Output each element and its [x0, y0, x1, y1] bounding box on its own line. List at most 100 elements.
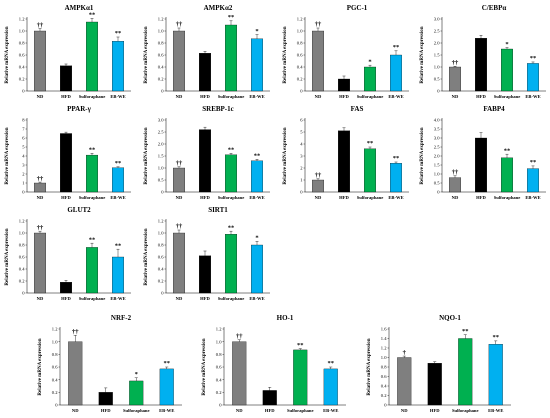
significance-marker: * [368, 58, 371, 65]
significance-marker: ** [530, 55, 537, 62]
panel-srebp1c: SREBP-1c Relative mRNA expression 0 0.5 1.0 1… [142, 104, 274, 204]
bar-sulforaphane [225, 154, 238, 193]
y-tick-label: 0.6 [52, 365, 58, 370]
significance-marker: * [505, 41, 508, 48]
chart-svg: PGC-1 Relative mRNA expression 0 0.2 0.4 0.6 0… [283, 4, 409, 99]
y-axis-label: Relative mRNA expression [420, 26, 425, 83]
chart-title: AMPKα2 [204, 4, 233, 12]
significance-marker: ** [297, 342, 304, 349]
x-category-label: ND [401, 408, 408, 413]
x-category-label: HFD [61, 94, 71, 99]
y-tick-label: 0.6 [158, 53, 164, 58]
chart-title: NQO-1 [439, 314, 461, 322]
bar-hfd [199, 129, 212, 193]
y-tick-label: 0.2 [216, 390, 222, 395]
x-category-label: ND [452, 195, 459, 200]
y-tick-label: 2.5 [434, 29, 440, 34]
significance-marker: * [255, 235, 258, 242]
y-tick-label: 0.2 [19, 77, 25, 82]
significance-marker: †† [72, 329, 79, 336]
x-category-label: EB-WE [249, 94, 264, 99]
y-tick-label: 0 [55, 403, 58, 408]
x-category-label: EB-WE [110, 296, 125, 301]
significance-marker: ** [89, 236, 96, 243]
x-category-label: HFD [476, 94, 486, 99]
significance-marker: †† [176, 21, 183, 28]
bar-sulforaphane [225, 24, 238, 92]
significance-marker: * [135, 371, 138, 378]
y-tick-label: 0.8 [52, 352, 58, 357]
y-tick-label: 8 [22, 118, 25, 123]
y-tick-label: 5 [22, 145, 25, 150]
chart-svg: NQO-1 Relative mRNA expression 0 0.2 0.4 0.6 0… [367, 314, 511, 413]
significance-marker: ** [504, 147, 511, 154]
y-tick-label: 0.2 [158, 77, 164, 82]
y-tick-label: 1.5 [158, 154, 164, 159]
bar-hfd [98, 392, 113, 406]
y-tick-label: 0.8 [158, 243, 164, 248]
x-category-label: EB-WE [525, 195, 540, 200]
bar-eb-we [112, 167, 125, 193]
y-tick-label: 3.5 [434, 127, 440, 132]
y-tick-label: 0.4 [52, 377, 58, 382]
significance-marker: †† [176, 223, 183, 230]
chart-svg: NRF-2 Relative mRNA expression 0 0.2 0.4 0.6 0… [38, 314, 182, 413]
y-tick-label: 0.2 [19, 279, 25, 284]
y-tick-label: 2.5 [434, 145, 440, 150]
significance-marker: ** [89, 12, 96, 19]
chart-title: SIRT1 [208, 206, 228, 214]
y-tick-label: 2 [300, 166, 303, 171]
bar-nd [33, 232, 46, 294]
panel-ampka2: AMPKα2 Relative mRNA expression 0 0.2 0.4 0.6… [142, 3, 274, 103]
x-category-label: EB-WE [110, 94, 125, 99]
x-category-label: Sulforaphane [218, 195, 245, 200]
significance-marker: ** [164, 360, 171, 367]
x-category-label: ND [236, 408, 243, 413]
y-axis-label: Relative mRNA expression [5, 127, 10, 184]
panel-cebpa: C/EBPα Relative mRNA expression 0 0.5 1.0 1.5… [418, 3, 550, 103]
significance-marker: ** [115, 160, 122, 167]
y-tick-label: 0 [384, 403, 387, 408]
y-tick-label: 0.4 [216, 377, 222, 382]
x-category-label: ND [176, 195, 183, 200]
y-tick-label: 1.2 [216, 327, 222, 332]
y-axis-label: Relative mRNA expression [283, 26, 288, 83]
y-axis-label: Relative mRNA expression [202, 338, 207, 395]
significance-marker: †† [176, 160, 183, 167]
y-tick-label: 1.0 [434, 65, 440, 70]
y-tick-label: 1.5 [434, 163, 440, 168]
y-tick-label: 3.0 [434, 17, 440, 22]
significance-marker: ** [228, 147, 235, 154]
y-tick-label: 1.2 [19, 219, 25, 224]
x-category-label: EB-WE [388, 94, 403, 99]
y-tick-label: 5 [300, 130, 303, 135]
y-tick-label: 1.2 [158, 17, 164, 22]
x-category-label: HFD [265, 408, 275, 413]
x-category-label: ND [176, 296, 183, 301]
y-tick-label: 0.8 [158, 41, 164, 46]
y-tick-label: 0.6 [216, 365, 222, 370]
significance-marker: ** [462, 328, 469, 335]
x-category-label: Sulforaphane [494, 94, 521, 99]
x-category-label: EB-WE [488, 408, 503, 413]
y-tick-label: 1.2 [158, 219, 164, 224]
x-category-label: Sulforaphane [494, 195, 521, 200]
bar-nd [172, 232, 185, 294]
y-tick-label: 4 [300, 142, 303, 147]
y-axis-label: Relative mRNA expression [144, 26, 149, 83]
y-tick-label: 0.4 [297, 65, 303, 70]
y-tick-label: 0.5 [434, 77, 440, 82]
x-category-label: HFD [200, 94, 210, 99]
y-tick-label: 4.0 [434, 118, 440, 123]
x-category-label: EB-WE [249, 296, 264, 301]
y-tick-label: 0 [22, 190, 25, 195]
significance-marker: ** [89, 147, 96, 154]
bar-hfd [199, 255, 212, 294]
bar-eb-we [112, 41, 125, 92]
significance-marker: ** [328, 360, 335, 367]
x-category-label: ND [315, 195, 322, 200]
chart-title: FAS [351, 105, 364, 113]
x-category-label: EB-WE [249, 195, 264, 200]
y-tick-label: 1.5 [434, 53, 440, 58]
